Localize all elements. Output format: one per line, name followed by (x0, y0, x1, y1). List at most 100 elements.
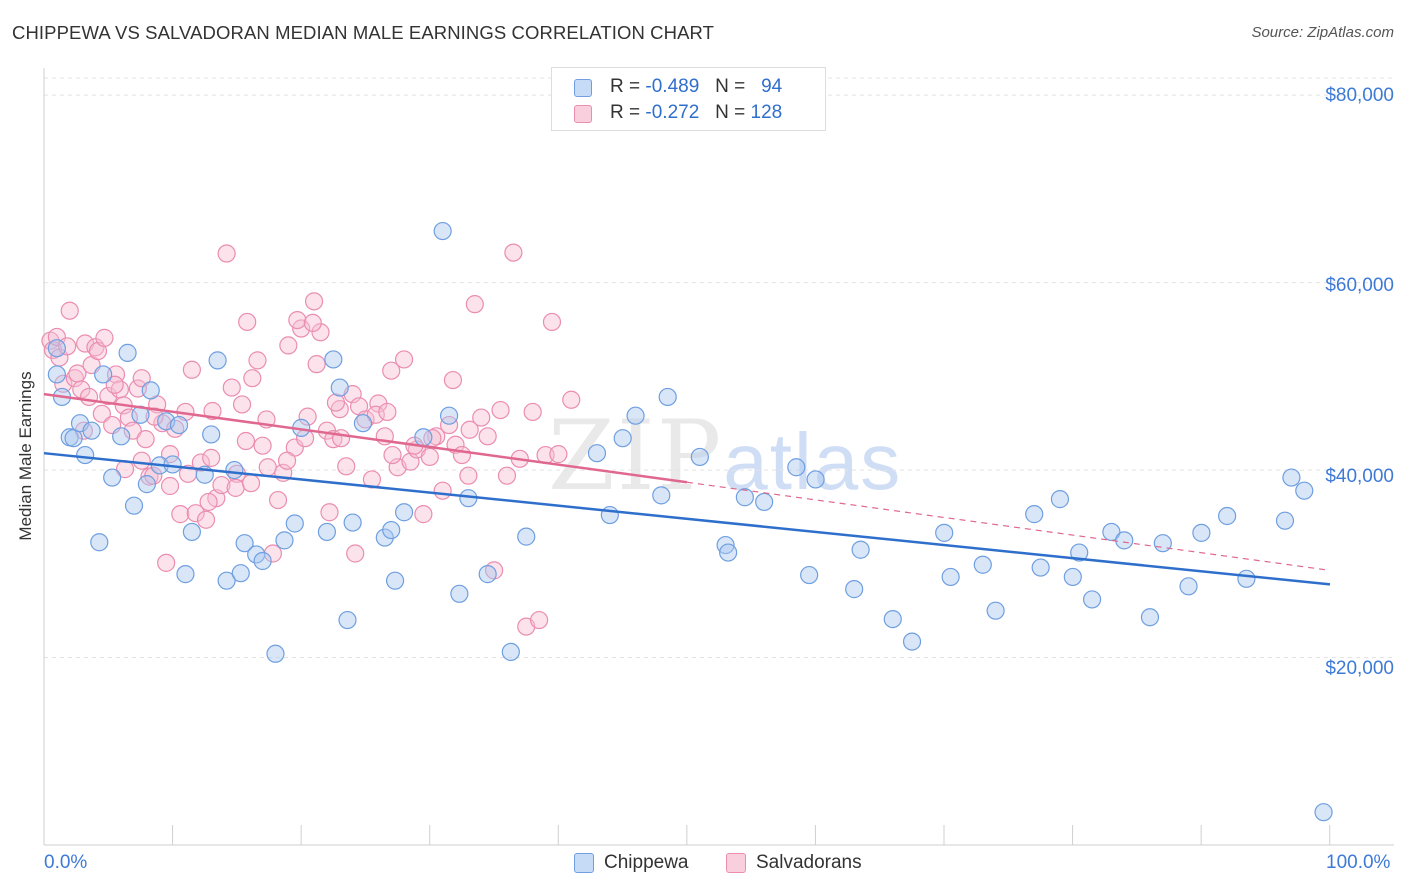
salvadoran-point (378, 402, 397, 422)
axes (43, 68, 1394, 846)
salvadoran-point (72, 380, 91, 399)
salvadoran-point (202, 448, 221, 467)
r-label: R = (610, 102, 641, 123)
salvadoran-point (439, 415, 459, 435)
chippewa-point (414, 428, 433, 447)
salvadoran-point (337, 457, 356, 476)
chippewa-point (658, 387, 677, 407)
salvadoran-point (123, 421, 142, 440)
salvadoran-point (279, 336, 298, 355)
salvadoran-point (212, 475, 231, 495)
salvadoran-point (459, 466, 478, 485)
chippewa-point (652, 486, 671, 505)
salvadoran-point (92, 404, 111, 423)
salvadoran-point (232, 395, 252, 414)
x-tick-label: 0.0% (44, 852, 88, 873)
chippewa-point (1192, 523, 1211, 542)
chippewa-point (1153, 534, 1172, 553)
chippewa-point (902, 632, 922, 651)
salvadoran-point (236, 431, 256, 451)
chippewa-trend-line (43, 451, 1331, 586)
chippewa-point (690, 447, 709, 467)
chippewa-point (375, 528, 394, 547)
salvadoran-point (382, 361, 401, 380)
chippewa-point (1218, 506, 1237, 526)
chippewa-point (385, 571, 405, 590)
chippewa-point (266, 644, 285, 663)
salvadoran-points (41, 243, 581, 636)
chippewa-point (587, 444, 607, 463)
salvadoran-trend-line (43, 392, 688, 484)
salvadoran-point (99, 386, 118, 406)
salvadoran-point (326, 393, 346, 412)
salvadoran-swatch (726, 853, 746, 873)
salvadoran-point (238, 312, 257, 332)
chippewa-point (163, 455, 182, 474)
y-tick-label: $40,000 (1325, 466, 1394, 487)
chippewa-point (1063, 567, 1082, 587)
chippewa-point (275, 531, 294, 550)
chippewa-point (806, 470, 825, 489)
r-value: -0.272 (645, 102, 700, 123)
legend-label: Salvadorans (756, 852, 862, 873)
salvadoran-point (268, 490, 288, 510)
chippewa-point (433, 221, 452, 241)
salvadoran-point (414, 505, 433, 524)
n-label: N = (715, 76, 746, 97)
y-tick-label: $20,000 (1325, 658, 1394, 679)
salvadoran-point (460, 420, 479, 439)
chippewa-point (394, 503, 414, 522)
chippewa-point (353, 414, 373, 433)
chippewa-point (1025, 505, 1044, 524)
salvadoran-point (562, 390, 581, 409)
source-label: Source: ZipAtlas.com (1251, 24, 1394, 41)
correlation-legend: R = -0.489 N = 94 R = -0.272 N = 128 (551, 67, 826, 131)
salvadoran-point (203, 401, 222, 421)
chippewa-point (141, 381, 160, 400)
salvadoran-point (253, 436, 272, 455)
salvadoran-trend-extension (686, 481, 1331, 571)
salvadoran-point (277, 451, 297, 470)
salvadoran-point (241, 474, 261, 493)
salvadoran-point (54, 374, 73, 393)
salvadoran-point (452, 445, 472, 465)
x-tick-label: 100.0% (1326, 852, 1391, 873)
salvadoran-point (472, 408, 491, 427)
chippewa-point (217, 571, 236, 590)
legend-label: Chippewa (604, 852, 689, 873)
chippewa-point (64, 429, 83, 448)
chippewa-point (94, 365, 113, 384)
y-tick-label: $60,000 (1325, 275, 1394, 296)
chippewa-point (755, 492, 774, 512)
salvadoran-point (491, 400, 510, 420)
chippewa-point (247, 545, 266, 564)
r-label: R = (610, 76, 641, 97)
chippewa-point (719, 543, 738, 562)
salvadoran-point (160, 476, 180, 496)
salvadoran-point (346, 544, 365, 563)
salvadoran-point (362, 470, 382, 489)
chippewa-point (382, 520, 401, 540)
salvadoran-point (465, 295, 484, 314)
chippewa-point (1082, 590, 1102, 609)
chippewa-point (626, 406, 645, 425)
watermark: ZIPatlas (548, 400, 902, 512)
chippewa-point (176, 565, 195, 584)
salvadoran-point (136, 430, 155, 449)
salvadoran-point (186, 504, 205, 523)
salvadoran-point (243, 369, 262, 388)
chippewa-point (613, 429, 632, 448)
salvadoran-point (394, 350, 414, 369)
chippewa-point (112, 427, 131, 446)
chippewa-point (285, 514, 304, 533)
salvadoran-point (288, 310, 307, 330)
chippewa-point (182, 522, 201, 542)
chippewa-point (1140, 608, 1160, 627)
chippewa-point (324, 350, 343, 369)
salvadoran-point (60, 301, 79, 320)
trend-lines (43, 392, 1331, 586)
chippewa-point (800, 565, 819, 585)
chippewa-point (317, 522, 337, 542)
chippewa-point (82, 421, 101, 440)
